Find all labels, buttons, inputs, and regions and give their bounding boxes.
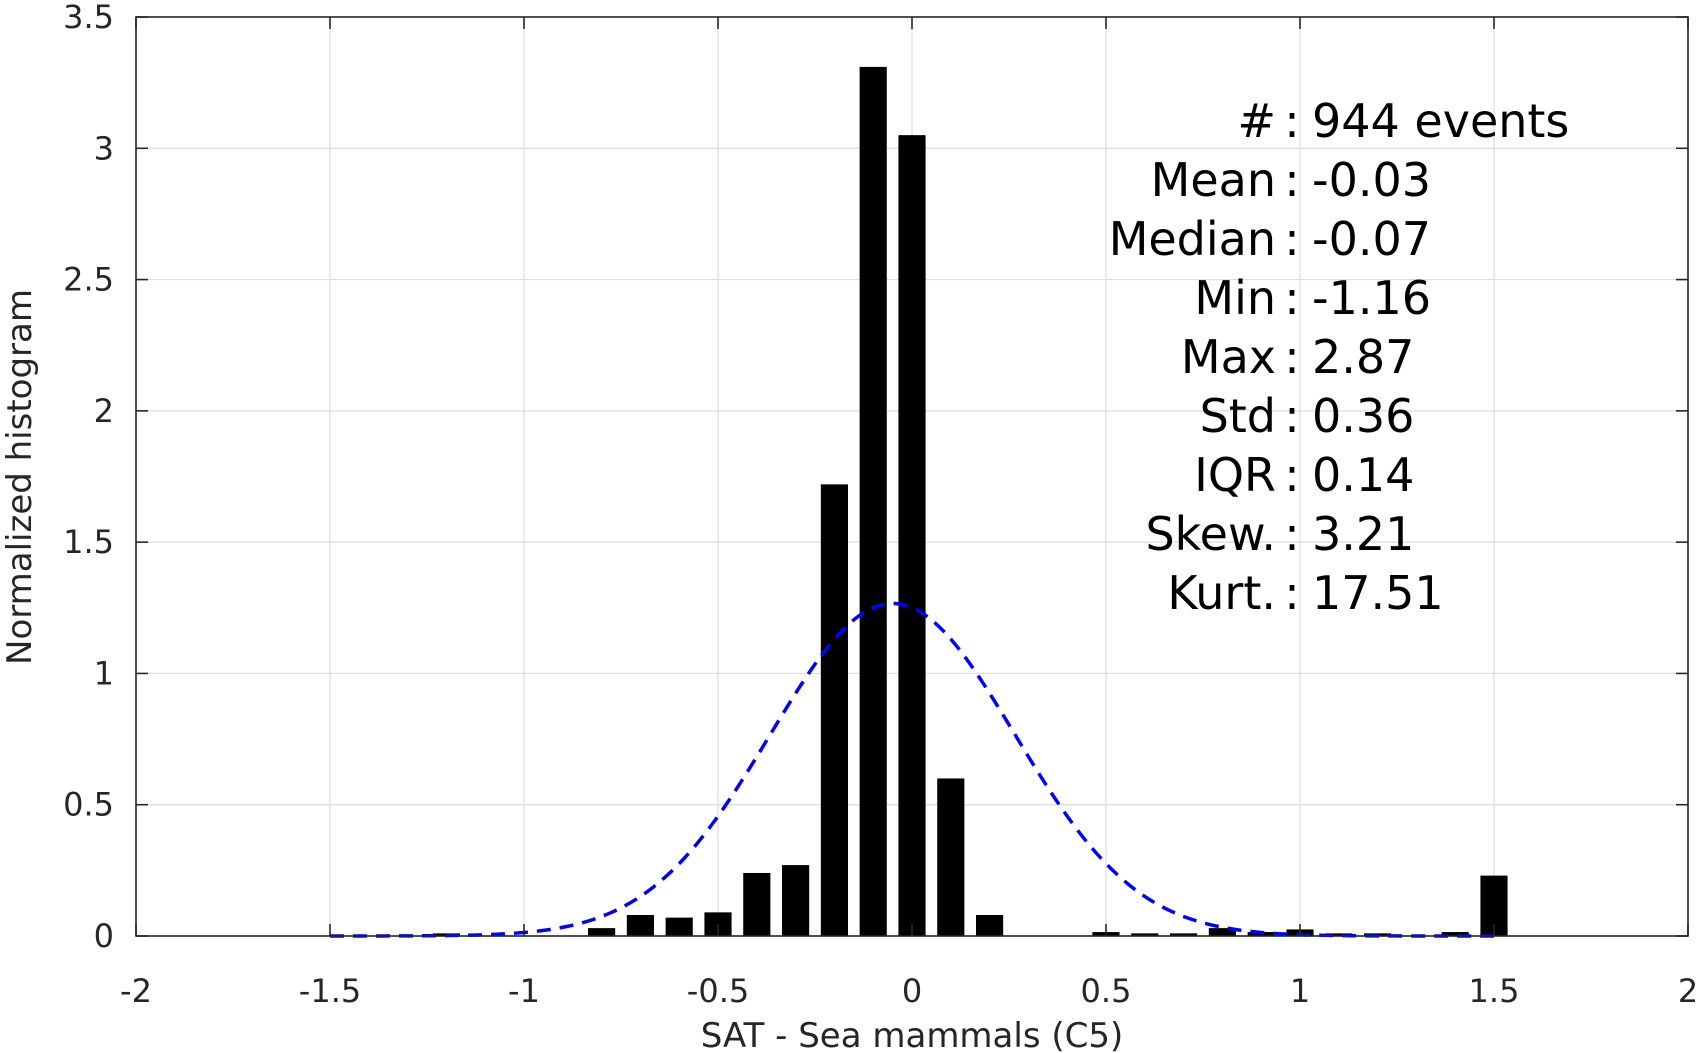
stats-colon: : (1284, 212, 1300, 266)
histogram-bar (782, 865, 810, 936)
y-tick-label: 0.5 (63, 786, 114, 824)
y-tick-label: 3.5 (63, 0, 114, 36)
histogram-bar (1325, 933, 1353, 936)
stats-value: -1.16 (1312, 271, 1431, 325)
histogram-bar (665, 917, 693, 936)
histogram-bar (743, 872, 771, 936)
stats-row: # :944 events (1237, 94, 1569, 148)
stats-row: Std:0.36 (1200, 389, 1415, 443)
stats-value: 3.21 (1312, 507, 1414, 561)
x-tick-label: 1 (1290, 972, 1310, 1010)
stats-colon: : (1284, 389, 1300, 443)
x-tick-label: 2 (1678, 972, 1698, 1010)
x-tick-labels: -2 -1.5 -1 -0.5 0 0.5 1 1.5 2 (120, 972, 1698, 1010)
stats-row: IQR:0.14 (1194, 448, 1414, 502)
stats-value: -0.03 (1312, 153, 1431, 207)
stats-label: Max (1181, 330, 1276, 384)
stats-row: Mean: -0.03 (1151, 153, 1431, 207)
histogram-bar (1131, 933, 1159, 936)
stats-colon: : (1284, 448, 1300, 502)
histogram-bar (976, 914, 1004, 936)
stats-colon: : (1284, 271, 1300, 325)
stats-label: Min (1194, 271, 1276, 325)
y-axis-label: Normalized histogram (0, 289, 40, 665)
stats-row: Median: -0.07 (1109, 212, 1431, 266)
stats-row: Min: -1.16 (1194, 271, 1431, 325)
stats-value: 944 events (1312, 94, 1569, 148)
stats-label: # (1237, 94, 1276, 148)
stats-label: Std (1200, 389, 1276, 443)
histogram-bar (820, 484, 848, 936)
x-tick-label: -2 (120, 972, 152, 1010)
y-tick-label: 1.5 (63, 523, 114, 561)
histogram-bar (588, 928, 616, 936)
histogram-bar (1441, 932, 1469, 936)
x-tick-label: 0 (902, 972, 922, 1010)
histogram-bar (937, 778, 965, 936)
y-tick-label: 2 (94, 392, 114, 430)
y-tick-labels: 0 0.5 1 1.5 2 2.5 3 3.5 (63, 0, 114, 955)
bar-series (432, 66, 1508, 937)
stats-value: 17.51 (1312, 566, 1444, 620)
stats-label: IQR (1194, 448, 1276, 502)
x-tick-label: 0.5 (1081, 972, 1132, 1010)
axis-ticks (135, 16, 1689, 937)
stats-label: Skew. (1145, 507, 1276, 561)
y-tick-label: 3 (94, 129, 114, 167)
x-tick-label: -1 (508, 972, 540, 1010)
stats-colon: : (1284, 94, 1300, 148)
x-axis-label: SAT - Sea mammals (C5) (701, 1016, 1124, 1053)
stats-colon: : (1284, 566, 1300, 620)
x-tick-label: 1.5 (1469, 972, 1520, 1010)
y-tick-label: 0 (94, 917, 114, 955)
stats-label: Median (1109, 212, 1276, 266)
stats-value: 0.14 (1312, 448, 1414, 502)
stats-colon: : (1284, 330, 1300, 384)
x-tick-label: -0.5 (687, 972, 749, 1010)
stats-colon: : (1284, 153, 1300, 207)
y-tick-label: 1 (94, 654, 114, 692)
stats-row: Max:2.87 (1181, 330, 1415, 384)
histogram-bar (1170, 933, 1198, 936)
x-tick-label: -1.5 (299, 972, 361, 1010)
stats-value: -0.07 (1312, 212, 1431, 266)
stats-label: Kurt. (1167, 566, 1276, 620)
histogram-bar (626, 914, 654, 936)
y-tick-label: 2.5 (63, 261, 114, 299)
stats-value: 2.87 (1312, 330, 1414, 384)
stats-row: Skew.:3.21 (1145, 507, 1414, 561)
histogram-bar (898, 135, 926, 936)
stats-value: 0.36 (1312, 389, 1414, 443)
stats-colon: : (1284, 507, 1300, 561)
histogram-bar (859, 66, 887, 937)
histogram-bar (1208, 928, 1236, 936)
stats-row: Kurt.:17.51 (1167, 566, 1443, 620)
stats-label: Mean (1151, 153, 1276, 207)
